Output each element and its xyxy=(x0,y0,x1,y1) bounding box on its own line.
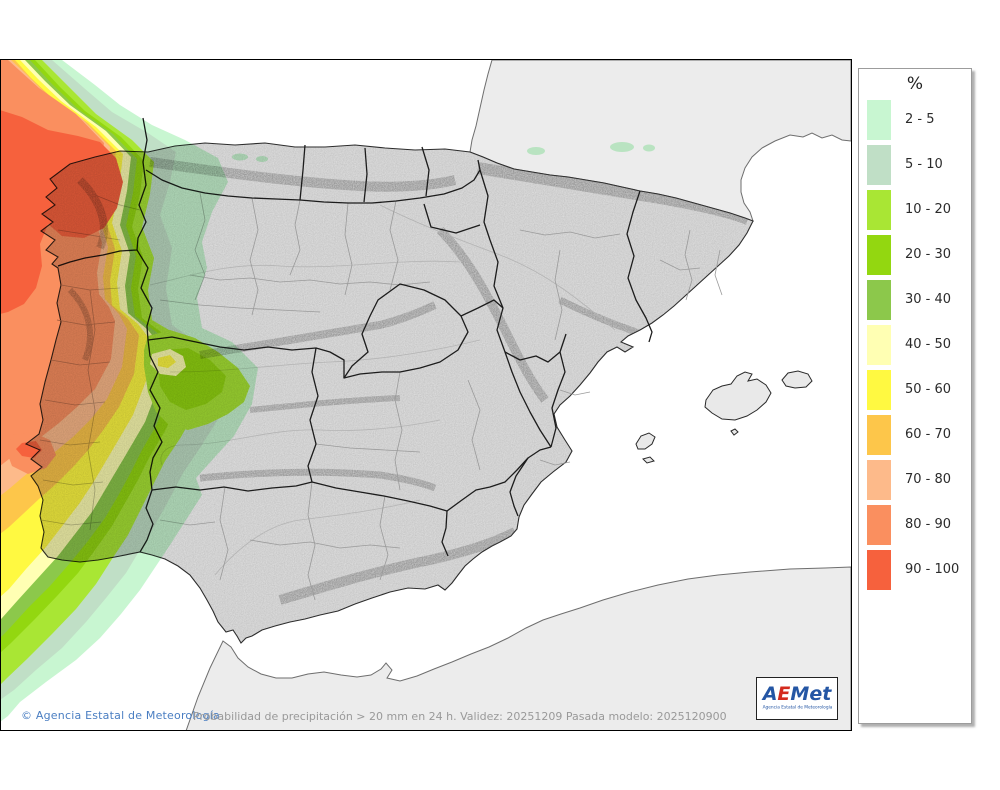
legend-range-label: 2 - 5 xyxy=(905,112,935,127)
legend-color-swatch xyxy=(867,279,891,320)
legend-item: 40 - 50 xyxy=(859,322,971,367)
legend-range-label: 70 - 80 xyxy=(905,472,952,487)
legend-color-swatch xyxy=(867,459,891,500)
legend-range-label: 40 - 50 xyxy=(905,337,952,352)
legend-range-label: 20 - 30 xyxy=(905,247,952,262)
legend-color-swatch xyxy=(867,369,891,410)
legend-item: 20 - 30 xyxy=(859,232,971,277)
legend-item: 30 - 40 xyxy=(859,277,971,322)
copyright-text: © Agencia Estatal de Meteorología xyxy=(21,709,220,722)
legend-item: 90 - 100 xyxy=(859,547,971,592)
legend-item: 2 - 5 xyxy=(859,97,971,142)
aemet-logo-word: AEMet xyxy=(763,685,832,704)
legend-color-swatch xyxy=(867,144,891,185)
legend-range-label: 5 - 10 xyxy=(905,157,943,172)
precipitation-overlay xyxy=(1,60,655,722)
legend-item: 80 - 90 xyxy=(859,502,971,547)
legend-item: 60 - 70 xyxy=(859,412,971,457)
legend-range-label: 10 - 20 xyxy=(905,202,952,217)
legend-range-label: 80 - 90 xyxy=(905,517,952,532)
legend-color-swatch xyxy=(867,414,891,455)
legend-panel: % 2 - 5 5 - 10 10 - 20 20 - 30 30 - 40 40 - 5… xyxy=(858,68,972,724)
legend-rows: 2 - 5 5 - 10 10 - 20 20 - 30 30 - 40 40 - 50 5… xyxy=(859,97,971,592)
legend-color-swatch xyxy=(867,324,891,365)
africa-landmass xyxy=(185,566,851,730)
legend-range-label: 30 - 40 xyxy=(905,292,952,307)
aemet-logo-letter-e: E xyxy=(777,683,791,705)
legend-color-swatch xyxy=(867,549,891,590)
legend-range-label: 90 - 100 xyxy=(905,562,960,577)
aemet-logo: AEMet Agencia Estatal de Meteorología xyxy=(756,677,838,720)
legend-range-label: 60 - 70 xyxy=(905,427,952,442)
balearic-islands xyxy=(635,370,813,464)
legend-color-swatch xyxy=(867,99,891,140)
legend-title: % xyxy=(906,74,924,94)
legend-item: 5 - 10 xyxy=(859,142,971,187)
legend-color-swatch xyxy=(867,189,891,230)
map-panel: © Agencia Estatal de Meteorología Probab… xyxy=(0,59,852,731)
legend-item: 70 - 80 xyxy=(859,457,971,502)
aemet-logo-letters-met: Met xyxy=(790,683,832,705)
legend-color-swatch xyxy=(867,234,891,275)
legend-color-swatch xyxy=(867,504,891,545)
legend-item: 10 - 20 xyxy=(859,187,971,232)
legend-range-label: 50 - 60 xyxy=(905,382,952,397)
aemet-logo-letter-a: A xyxy=(762,683,778,705)
iberia-weather-map xyxy=(1,60,851,730)
aemet-logo-subtitle: Agencia Estatal de Meteorología xyxy=(762,705,832,711)
map-info-text: Probabilidad de precipitación > 20 mm en… xyxy=(193,710,727,723)
legend-item: 50 - 60 xyxy=(859,367,971,412)
